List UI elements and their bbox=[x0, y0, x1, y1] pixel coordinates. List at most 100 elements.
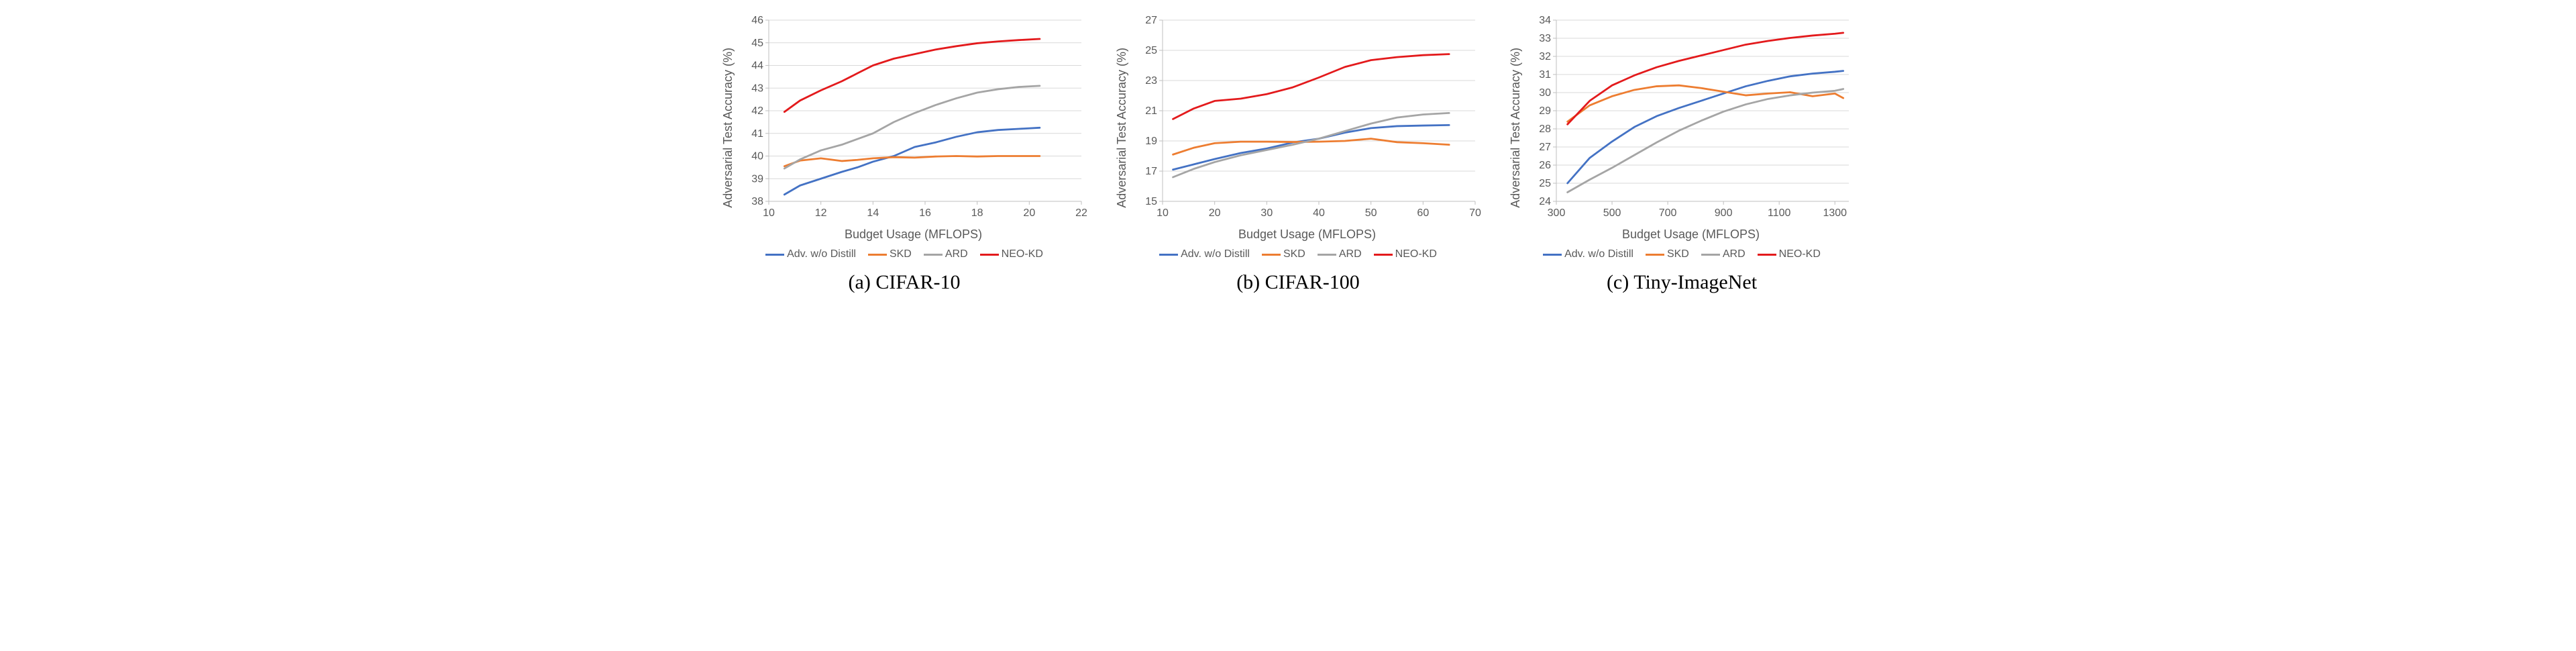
svg-text:30: 30 bbox=[1260, 207, 1273, 219]
legend-label: NEO-KD bbox=[1779, 248, 1821, 260]
svg-text:27: 27 bbox=[1145, 15, 1157, 26]
svg-text:40: 40 bbox=[751, 151, 763, 162]
legend-item-skd: SKD bbox=[1262, 248, 1305, 260]
svg-text:41: 41 bbox=[751, 128, 763, 140]
chart-a: 38 39 40 41 42 43 44 45 46 10 12 14 16 18 20 22 bbox=[739, 13, 1088, 221]
svg-text:26: 26 bbox=[1539, 160, 1551, 171]
legend-label: Adv. w/o Distill bbox=[1564, 248, 1633, 260]
svg-text:23: 23 bbox=[1145, 75, 1157, 87]
svg-text:27: 27 bbox=[1539, 142, 1551, 153]
legend-swatch-icon bbox=[980, 254, 999, 256]
panel-caption: (b) CIFAR-100 bbox=[1236, 271, 1360, 294]
svg-text:42: 42 bbox=[751, 105, 763, 117]
svg-text:17: 17 bbox=[1145, 166, 1157, 177]
legend-item-adv: Adv. w/o Distill bbox=[1159, 248, 1250, 260]
svg-text:34: 34 bbox=[1539, 15, 1551, 26]
x-axis-title: Budget Usage (MFLOPS) bbox=[845, 228, 982, 242]
svg-text:16: 16 bbox=[919, 207, 931, 219]
legend-swatch-icon bbox=[1374, 254, 1393, 256]
legend-swatch-icon bbox=[1318, 254, 1336, 256]
svg-text:20: 20 bbox=[1023, 207, 1035, 219]
legend-label: Adv. w/o Distill bbox=[787, 248, 856, 260]
legend-swatch-icon bbox=[1262, 254, 1281, 256]
svg-text:1300: 1300 bbox=[1823, 207, 1847, 219]
svg-text:21: 21 bbox=[1145, 105, 1157, 117]
legend: Adv. w/o Distill SKD ARD NEO-KD bbox=[1543, 248, 1821, 260]
legend-label: SKD bbox=[1283, 248, 1305, 260]
legend-item-neokd: NEO-KD bbox=[980, 248, 1043, 260]
legend-item-ard: ARD bbox=[1701, 248, 1746, 260]
y-axis-title: Adversarial Test Accuracy (%) bbox=[1509, 48, 1523, 208]
legend-item-adv: Adv. w/o Distill bbox=[1543, 248, 1633, 260]
panel-caption: (c) Tiny-ImageNet bbox=[1607, 271, 1757, 294]
legend-item-neokd: NEO-KD bbox=[1374, 248, 1437, 260]
svg-text:43: 43 bbox=[751, 83, 763, 94]
svg-text:700: 700 bbox=[1658, 207, 1676, 219]
legend-swatch-icon bbox=[868, 254, 887, 256]
panel-caption: (a) CIFAR-10 bbox=[849, 271, 961, 294]
legend-item-ard: ARD bbox=[924, 248, 968, 260]
legend-label: SKD bbox=[1667, 248, 1689, 260]
svg-text:15: 15 bbox=[1145, 196, 1157, 207]
x-axis-title: Budget Usage (MFLOPS) bbox=[1238, 228, 1376, 242]
svg-text:24: 24 bbox=[1539, 196, 1551, 207]
svg-text:19: 19 bbox=[1145, 136, 1157, 147]
svg-text:18: 18 bbox=[971, 207, 983, 219]
x-axis-title: Budget Usage (MFLOPS) bbox=[1622, 228, 1760, 242]
legend-swatch-icon bbox=[1543, 254, 1562, 256]
svg-text:25: 25 bbox=[1145, 45, 1157, 56]
legend-label: SKD bbox=[890, 248, 912, 260]
legend-item-skd: SKD bbox=[1646, 248, 1689, 260]
legend-item-skd: SKD bbox=[868, 248, 912, 260]
svg-text:50: 50 bbox=[1364, 207, 1377, 219]
svg-text:20: 20 bbox=[1208, 207, 1220, 219]
y-axis-title: Adversarial Test Accuracy (%) bbox=[721, 48, 735, 208]
svg-text:900: 900 bbox=[1714, 207, 1732, 219]
svg-text:40: 40 bbox=[1313, 207, 1325, 219]
legend-label: Adv. w/o Distill bbox=[1181, 248, 1250, 260]
figure-row: Adversarial Test Accuracy (%) 38 39 40 41 42 4… bbox=[13, 13, 2563, 294]
svg-text:1100: 1100 bbox=[1767, 207, 1790, 219]
panel-b: Adversarial Test Accuracy (%) 15 17 19 21 23 2… bbox=[1115, 13, 1482, 294]
legend-label: ARD bbox=[945, 248, 968, 260]
legend-swatch-icon bbox=[765, 254, 784, 256]
svg-text:12: 12 bbox=[814, 207, 826, 219]
svg-text:300: 300 bbox=[1547, 207, 1565, 219]
svg-text:25: 25 bbox=[1539, 178, 1551, 189]
legend-swatch-icon bbox=[924, 254, 943, 256]
svg-text:30: 30 bbox=[1539, 87, 1551, 99]
legend-label: ARD bbox=[1723, 248, 1746, 260]
panel-c: Adversarial Test Accuracy (%) 24 25 26 27 28 2… bbox=[1509, 13, 1856, 294]
panel-a: Adversarial Test Accuracy (%) 38 39 40 41 42 4… bbox=[721, 13, 1088, 294]
svg-text:70: 70 bbox=[1469, 207, 1481, 219]
svg-text:29: 29 bbox=[1539, 105, 1551, 117]
svg-text:38: 38 bbox=[751, 196, 763, 207]
svg-text:39: 39 bbox=[751, 173, 763, 185]
legend-label: NEO-KD bbox=[1395, 248, 1437, 260]
legend: Adv. w/o Distill SKD ARD NEO-KD bbox=[1159, 248, 1437, 260]
svg-text:10: 10 bbox=[1157, 207, 1169, 219]
svg-text:31: 31 bbox=[1539, 69, 1551, 81]
svg-text:44: 44 bbox=[751, 60, 763, 72]
legend-item-adv: Adv. w/o Distill bbox=[765, 248, 856, 260]
svg-text:10: 10 bbox=[763, 207, 775, 219]
legend-swatch-icon bbox=[1646, 254, 1664, 256]
svg-text:28: 28 bbox=[1539, 123, 1551, 135]
chart-b: 15 17 19 21 23 25 27 10 20 30 40 50 60 70 bbox=[1133, 13, 1482, 221]
legend-swatch-icon bbox=[1159, 254, 1178, 256]
legend: Adv. w/o Distill SKD ARD NEO-KD bbox=[765, 248, 1043, 260]
y-axis-title: Adversarial Test Accuracy (%) bbox=[1115, 48, 1129, 208]
svg-text:45: 45 bbox=[751, 38, 763, 49]
svg-text:46: 46 bbox=[751, 15, 763, 26]
chart-c: 2425262728293031323334300500700900110013… bbox=[1527, 13, 1856, 221]
legend-swatch-icon bbox=[1758, 254, 1776, 256]
svg-text:22: 22 bbox=[1075, 207, 1087, 219]
legend-swatch-icon bbox=[1701, 254, 1720, 256]
svg-text:14: 14 bbox=[867, 207, 879, 219]
legend-item-neokd: NEO-KD bbox=[1758, 248, 1821, 260]
legend-label: ARD bbox=[1339, 248, 1362, 260]
svg-text:32: 32 bbox=[1539, 51, 1551, 62]
svg-text:500: 500 bbox=[1603, 207, 1621, 219]
legend-item-ard: ARD bbox=[1318, 248, 1362, 260]
svg-text:60: 60 bbox=[1417, 207, 1429, 219]
